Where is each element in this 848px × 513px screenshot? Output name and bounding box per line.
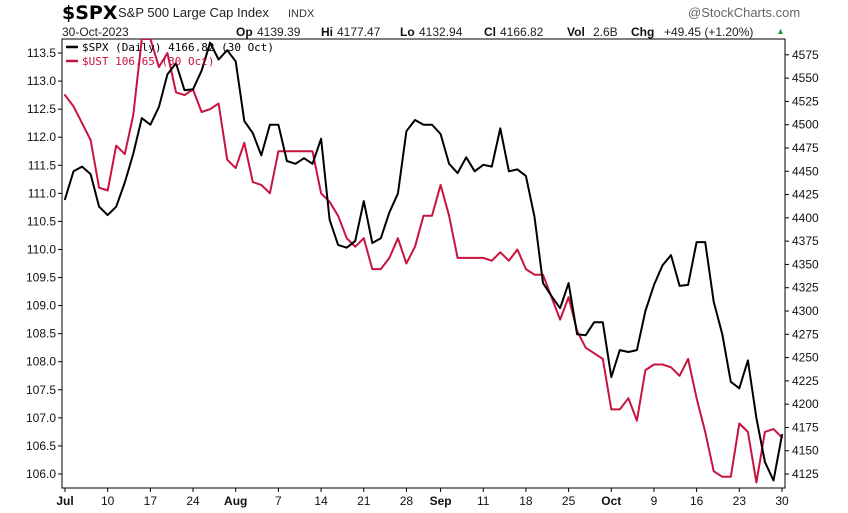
x-tick-label: 7 xyxy=(275,494,282,508)
change-label: Chg xyxy=(631,25,654,39)
left-y-axis: 106.0 106.5 107.0 107.5 108.0 108.5 109.0 109.5… xyxy=(26,46,62,481)
chart-header: $SPX S&P 500 Large Cap Index INDX @Stock… xyxy=(62,2,800,39)
left-y-tick-label: 110.0 xyxy=(27,242,56,256)
index-name: S&P 500 Large Cap Index xyxy=(118,5,269,20)
right-y-tick-label: 4350 xyxy=(792,257,819,271)
left-y-tick-label: 107.0 xyxy=(26,411,56,425)
right-y-tick-label: 4575 xyxy=(792,48,819,62)
x-tick-label: 16 xyxy=(690,494,704,508)
right-y-tick-label: 4225 xyxy=(792,374,819,388)
high-label: Hi xyxy=(321,25,333,39)
series-line-spx xyxy=(64,41,783,482)
x-tick-label: Aug xyxy=(224,494,247,508)
right-y-tick-label: 4525 xyxy=(792,94,819,108)
left-y-tick-label: 113.0 xyxy=(27,74,56,88)
left-y-tick-label: 106.0 xyxy=(26,467,56,481)
left-y-tick-label: 108.0 xyxy=(26,355,56,369)
x-tick-label: 18 xyxy=(519,494,533,508)
x-tick-label: Jul xyxy=(56,494,73,508)
x-tick-label: 14 xyxy=(314,494,328,508)
x-tick-label: 11 xyxy=(477,494,490,508)
left-y-tick-label: 107.5 xyxy=(26,383,56,397)
x-tick-label: 9 xyxy=(651,494,658,508)
right-y-tick-label: 4550 xyxy=(792,71,819,85)
right-y-tick-label: 4400 xyxy=(792,211,819,225)
series-lines xyxy=(64,39,783,484)
left-y-tick-label: 110.5 xyxy=(27,214,56,228)
x-tick-label: 21 xyxy=(357,494,371,508)
left-y-tick-label: 106.5 xyxy=(26,439,56,453)
open-label: Op xyxy=(236,25,253,39)
right-y-tick-label: 4500 xyxy=(792,118,819,132)
close-label: Cl xyxy=(484,25,496,39)
right-y-tick-label: 4175 xyxy=(792,420,819,434)
x-axis: Jul 10 17 24 Aug 7 14 21 28 Sep 11 18 25 Oct 9 16 23 30 xyxy=(56,488,789,508)
left-y-tick-label: 113.5 xyxy=(27,46,56,60)
change-value: +49.45 (+1.20%) xyxy=(664,25,753,39)
up-arrow-icon xyxy=(778,29,783,34)
right-y-tick-label: 4375 xyxy=(792,234,819,248)
low-label: Lo xyxy=(400,25,415,39)
right-y-tick-label: 4325 xyxy=(792,281,819,295)
ticker-symbol: $SPX xyxy=(62,2,118,24)
low-value: 4132.94 xyxy=(419,25,463,39)
x-tick-label: 10 xyxy=(101,494,115,508)
right-y-tick-label: 4150 xyxy=(792,444,819,458)
right-y-tick-label: 4250 xyxy=(792,351,819,365)
x-tick-label: 17 xyxy=(144,494,158,508)
exchange-label: INDX xyxy=(288,8,315,20)
x-tick-label: 23 xyxy=(733,494,747,508)
left-y-tick-label: 111.0 xyxy=(28,186,57,200)
volume-value: 2.6B xyxy=(593,25,618,39)
x-tick-label: Sep xyxy=(430,494,452,508)
x-tick-label: 28 xyxy=(400,494,414,508)
left-y-tick-label: 112.0 xyxy=(27,130,56,144)
stockcharts-brand[interactable]: @StockCharts.com xyxy=(688,5,800,20)
high-value: 4177.47 xyxy=(337,25,381,39)
chart-date: 30-Oct-2023 xyxy=(62,25,129,39)
legend-label-spx: $SPX (Daily) 4166.82 (30 Oct) xyxy=(82,41,274,54)
x-tick-label: 24 xyxy=(186,494,200,508)
x-tick-label: Oct xyxy=(601,494,621,508)
close-value: 4166.82 xyxy=(500,25,544,39)
x-tick-label: 30 xyxy=(775,494,789,508)
left-y-tick-label: 108.5 xyxy=(26,327,56,341)
right-y-tick-label: 4125 xyxy=(792,467,819,481)
open-value: 4139.39 xyxy=(257,25,301,39)
volume-label: Vol xyxy=(567,25,585,39)
plot-frame xyxy=(61,38,786,489)
left-y-tick-label: 109.5 xyxy=(26,271,56,285)
legend-label-ust: $UST 106.65 (30 Oct) xyxy=(82,55,214,68)
left-y-tick-label: 112.5 xyxy=(27,102,56,116)
right-y-tick-label: 4450 xyxy=(792,164,819,178)
right-y-tick-label: 4475 xyxy=(792,141,819,155)
right-y-axis: 4125 4150 4175 4200 4225 4250 4275 4300 4325 4350… xyxy=(785,48,819,481)
right-y-tick-label: 4200 xyxy=(792,397,819,411)
right-y-tick-label: 4300 xyxy=(792,304,819,318)
series-line-ust xyxy=(64,39,783,484)
x-tick-label: 25 xyxy=(562,494,576,508)
right-y-tick-label: 4425 xyxy=(792,188,819,202)
right-y-tick-label: 4275 xyxy=(792,327,819,341)
left-y-tick-label: 111.5 xyxy=(28,158,57,172)
left-y-tick-label: 109.0 xyxy=(26,299,56,313)
legend: $SPX (Daily) 4166.82 (30 Oct) $UST 106.6… xyxy=(66,41,274,68)
